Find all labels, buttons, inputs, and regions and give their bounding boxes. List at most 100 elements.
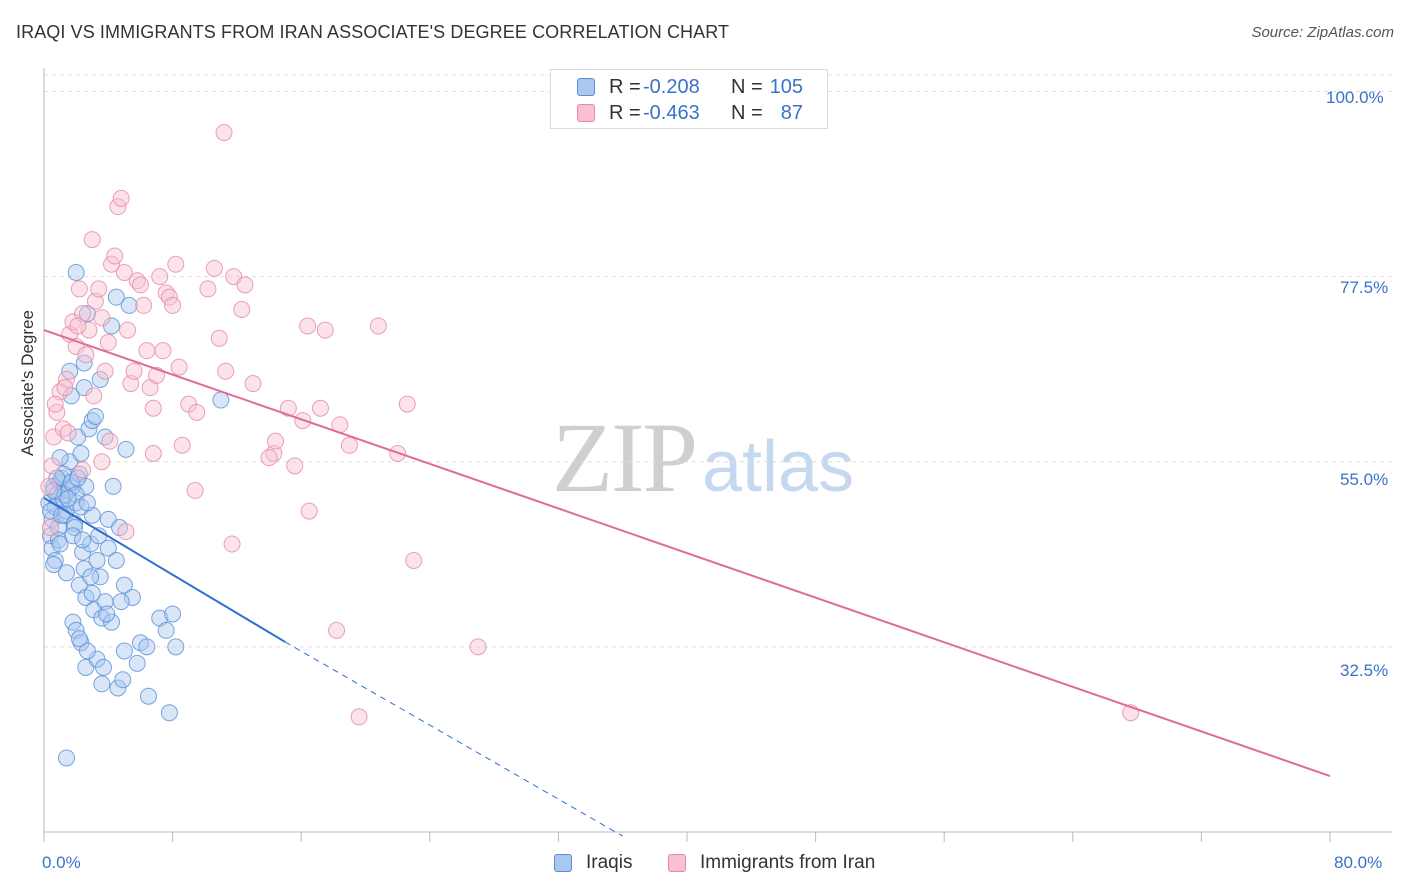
point-iraqis xyxy=(78,494,96,512)
point-iran xyxy=(210,329,228,347)
trend-line-iran xyxy=(43,329,1331,777)
point-iraqis xyxy=(109,679,127,697)
point-iraqis xyxy=(115,576,133,594)
trend-extension-iraqis xyxy=(284,641,623,837)
point-iraqis xyxy=(107,551,125,569)
point-iran xyxy=(119,321,137,339)
point-iraqis xyxy=(58,749,76,767)
point-iran xyxy=(144,445,162,462)
point-iraqis xyxy=(69,469,87,487)
point-iraqis xyxy=(51,535,69,553)
point-iraqis xyxy=(83,584,101,602)
y-tick-label: 100.0% xyxy=(1326,88,1384,107)
legend-r-label: R = xyxy=(609,75,641,98)
point-iraqis xyxy=(139,687,157,705)
point-iran xyxy=(164,296,182,314)
point-iraqis xyxy=(58,564,76,582)
x-max-label: 80.0% xyxy=(1334,853,1383,872)
point-iran xyxy=(135,296,153,314)
point-iran xyxy=(74,461,92,479)
point-iraqis xyxy=(70,630,88,648)
point-iran xyxy=(233,301,251,319)
point-iran xyxy=(300,502,318,520)
point-iran xyxy=(167,255,185,273)
point-iran xyxy=(369,317,387,335)
point-iran xyxy=(85,387,103,405)
watermark: ZIPatlas xyxy=(552,400,854,515)
legend-row-iran: R = -0.463 N = 87 xyxy=(551,100,827,126)
point-iran xyxy=(77,346,95,364)
point-iran xyxy=(59,424,77,442)
point-iraqis xyxy=(91,568,109,586)
legend-item-iran[interactable]: Immigrants from Iran xyxy=(668,852,875,874)
point-iran xyxy=(328,621,346,639)
point-iran xyxy=(151,268,169,286)
point-iran xyxy=(101,432,119,450)
point-iraqis xyxy=(107,288,125,306)
point-iraqis xyxy=(45,556,63,574)
legend-label-iran: Immigrants from Iran xyxy=(700,852,876,873)
point-iran xyxy=(286,457,304,475)
data-points xyxy=(40,124,1140,767)
point-iran xyxy=(340,436,358,454)
point-iran xyxy=(96,362,114,380)
point-iraqis xyxy=(94,658,112,676)
source-attribution: Source: ZipAtlas.com xyxy=(1251,24,1394,41)
legend-label-iraqis: Iraqis xyxy=(586,852,633,873)
y-tick-label: 55.0% xyxy=(1340,470,1389,489)
watermark-atlas: atlas xyxy=(702,427,855,507)
point-iran xyxy=(70,280,88,298)
legend-item-iraqis[interactable]: Iraqis xyxy=(554,852,632,874)
legend-n-value: 105 xyxy=(769,75,803,98)
point-iran xyxy=(266,432,284,450)
point-iran xyxy=(144,399,162,417)
chart-title: IRAQI VS IMMIGRANTS FROM IRAN ASSOCIATE'… xyxy=(16,22,730,42)
point-iran xyxy=(93,309,111,327)
point-iran xyxy=(316,321,334,339)
point-iraqis xyxy=(104,477,122,495)
point-iran xyxy=(186,482,204,500)
point-iran xyxy=(188,403,206,421)
point-iran xyxy=(138,342,156,360)
y-tick-label: 32.5% xyxy=(1340,661,1389,680)
point-iran xyxy=(80,321,98,339)
point-iran xyxy=(279,399,297,417)
point-iran xyxy=(154,342,172,360)
point-iraqis xyxy=(164,605,182,623)
point-iraqis xyxy=(114,671,132,689)
point-iran xyxy=(205,259,223,277)
point-iran xyxy=(170,358,188,376)
point-iran xyxy=(46,395,64,413)
stats-legend: R = -0.208 N = 105 R = -0.463 N = 87 xyxy=(550,69,828,129)
point-iran xyxy=(106,247,124,265)
trend-line-iraqis xyxy=(43,497,286,643)
point-iran xyxy=(83,231,101,249)
y-axis-label: Associate's Degree xyxy=(18,310,37,456)
point-iraqis xyxy=(99,539,117,557)
point-iraqis xyxy=(128,654,146,672)
point-iraqis xyxy=(86,407,104,425)
point-iraqis xyxy=(167,638,185,656)
legend-r-label: R = xyxy=(609,101,641,124)
point-iran xyxy=(236,276,254,294)
point-iraqis xyxy=(82,568,100,586)
point-iran xyxy=(244,375,262,393)
point-iran xyxy=(115,263,133,281)
point-iraqis xyxy=(78,642,96,660)
point-iran xyxy=(117,523,135,541)
legend-swatch-iran xyxy=(577,104,595,122)
point-iraqis xyxy=(212,391,230,409)
watermark-zip: ZIP xyxy=(552,402,698,513)
point-iraqis xyxy=(64,527,82,545)
point-iraqis xyxy=(91,370,109,388)
point-iraqis xyxy=(103,613,121,631)
x-min-label: 0.0% xyxy=(42,853,81,872)
legend-n-value: 87 xyxy=(780,101,803,124)
point-iraqis xyxy=(93,675,111,693)
legend-swatch-iran xyxy=(668,854,686,872)
legend-swatch-iraqis xyxy=(577,78,595,96)
point-iraqis xyxy=(59,490,77,508)
point-iran xyxy=(469,638,487,656)
point-iran xyxy=(350,708,368,726)
legend-n-label: N = xyxy=(731,101,763,124)
